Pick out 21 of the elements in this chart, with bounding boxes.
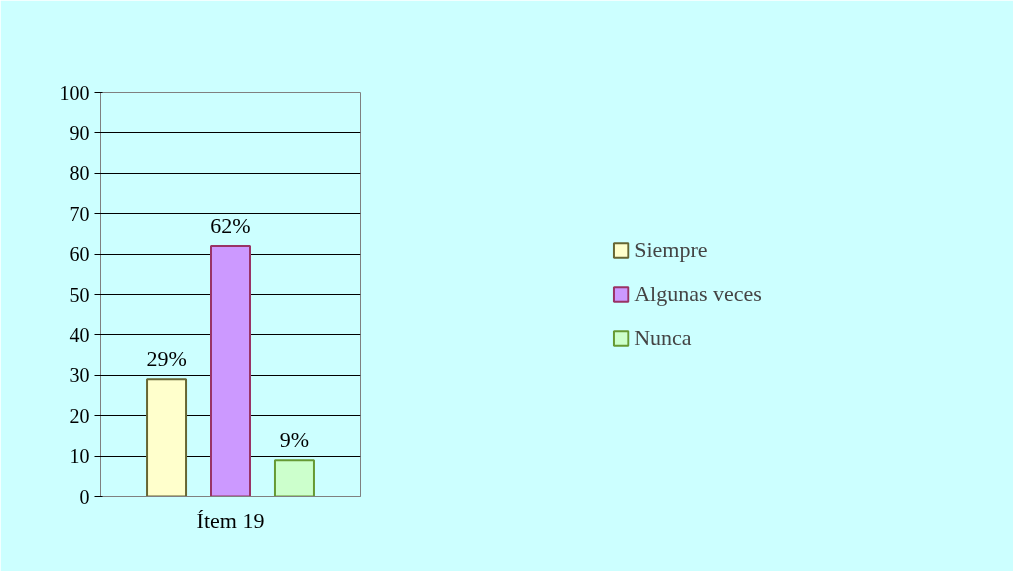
data-label: 9% [279, 427, 310, 453]
y-tick-label: 100 [59, 81, 90, 104]
x-tick-label: Ítem 19 [196, 507, 265, 533]
legend-label: Algunas veces [634, 281, 762, 307]
y-tick-label: 90 [69, 121, 90, 144]
y-tick-label: 80 [69, 162, 90, 185]
y-tick-label: 60 [69, 243, 90, 266]
data-label: 29% [146, 346, 187, 372]
y-tick-label: 70 [69, 202, 90, 225]
data-label: 62% [210, 213, 251, 239]
y-tick-label: 0 [79, 485, 90, 508]
y-tick-label: 30 [69, 364, 90, 387]
y-tick-label: 50 [69, 283, 90, 306]
bar [146, 378, 188, 497]
y-tick-label: 20 [69, 404, 90, 427]
y-tick-label: 10 [69, 445, 90, 468]
legend-label: Nunca [634, 325, 692, 351]
bar [210, 245, 251, 497]
y-tick-label: 40 [69, 323, 90, 346]
bar [273, 459, 315, 497]
legend-label: Siempre [634, 237, 708, 263]
